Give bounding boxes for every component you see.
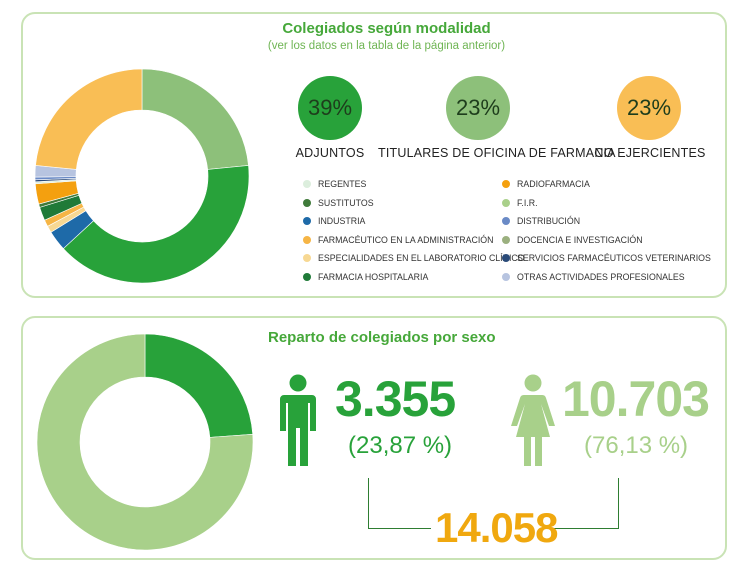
no-ejercientes-percent: 23%: [626, 95, 672, 120]
legend-swatch: [502, 217, 510, 226]
legend-item: FARMACIA HOSPITALARIA: [303, 272, 428, 282]
no-ejercientes-percent-circle: 23%: [617, 76, 681, 140]
legend-label: OTRAS ACTIVIDADES PROFESIONALES: [517, 272, 685, 282]
legend-item: DOCENCIA E INVESTIGACIÓN: [502, 235, 643, 245]
modalidad-slice-12: [35, 68, 143, 170]
legend-swatch: [303, 254, 311, 263]
legend-label: DISTRIBUCIÓN: [517, 216, 581, 227]
modalidad-donut-chart: [34, 68, 250, 284]
legend-label: SUSTITUTOS: [318, 197, 374, 208]
modalidad-title: Colegiados según modalidad: [282, 20, 491, 37]
male-count: 3.355: [335, 371, 456, 427]
legend-swatch: [303, 180, 311, 188]
legend-label: REGENTES: [318, 179, 367, 189]
female-icon: [511, 374, 555, 466]
legend-swatch: [303, 198, 311, 207]
legend-item: SUSTITUTOS: [303, 198, 374, 208]
female-percent: (76,13 %): [584, 432, 689, 459]
sexo-donut-chart: [36, 333, 254, 551]
legend-swatch: [502, 198, 510, 207]
legend-swatch: [502, 180, 510, 188]
titulares-label: TITULARES DE OFICINA DE FARMACIA: [378, 146, 616, 160]
legend-label: FARMACIA HOSPITALARIA: [318, 272, 429, 282]
legend-label: INDUSTRIA: [318, 216, 366, 227]
adjuntos-percent-circle: 39%: [298, 76, 362, 140]
titulares-percent: 23%: [455, 95, 501, 120]
no-ejercientes-label: NO EJERCIENTES: [594, 146, 706, 160]
legend-label: F.I.R.: [517, 197, 538, 208]
legend-swatch: [303, 273, 311, 281]
legend-item: REGENTES: [303, 179, 366, 189]
female-count: 10.703: [562, 371, 710, 427]
sexo-title: Reparto de colegiados por sexo: [268, 329, 496, 346]
total-count: 14.058: [435, 504, 558, 551]
legend-item: RADIOFARMACIA: [502, 179, 590, 189]
sexo-slice-1: [36, 333, 254, 551]
legend-item: ESPECIALIDADES EN EL LABORATORIO CLÍNICO: [303, 253, 525, 263]
legend-item: INDUSTRIA: [303, 216, 365, 226]
legend-label: DOCENCIA E INVESTIGACIÓN: [517, 234, 643, 245]
legend-label: SERVICIOS FARMACÉUTICOS VETERINARIOS: [517, 253, 711, 264]
total-connector-right: [548, 478, 619, 529]
legend-swatch: [303, 217, 311, 226]
legend-label: ESPECIALIDADES EN EL LABORATORIO CLÍNICO: [318, 253, 525, 264]
total-connector-left: [368, 478, 431, 529]
legend-swatch: [502, 273, 510, 281]
modalidad-slice-1: [62, 165, 250, 284]
legend-item: DISTRIBUCIÓN: [502, 216, 580, 226]
legend-swatch: [502, 235, 510, 244]
legend-item: OTRAS ACTIVIDADES PROFESIONALES: [502, 272, 685, 282]
legend-swatch: [303, 235, 311, 244]
modalidad-slice-0: [141, 68, 249, 170]
legend-item: FARMACÉUTICO EN LA ADMINISTRACIÓN: [303, 235, 493, 245]
legend-item: SERVICIOS FARMACÉUTICOS VETERINARIOS: [502, 253, 711, 263]
adjuntos-percent: 39%: [307, 95, 353, 120]
sexo-slice-0: [144, 333, 254, 438]
modalidad-subtitle: (ver los datos en la tabla de la página …: [267, 40, 506, 52]
legend-label: RADIOFARMACIA: [517, 179, 590, 189]
male-percent: (23,87 %): [348, 432, 453, 459]
adjuntos-label: ADJUNTOS: [295, 146, 365, 160]
titulares-percent-circle: 23%: [446, 76, 510, 140]
legend-label: FARMACÉUTICO EN LA ADMINISTRACIÓN: [318, 234, 494, 245]
male-icon: [280, 374, 316, 466]
legend-item: F.I.R.: [502, 198, 538, 208]
legend-swatch: [502, 254, 510, 263]
